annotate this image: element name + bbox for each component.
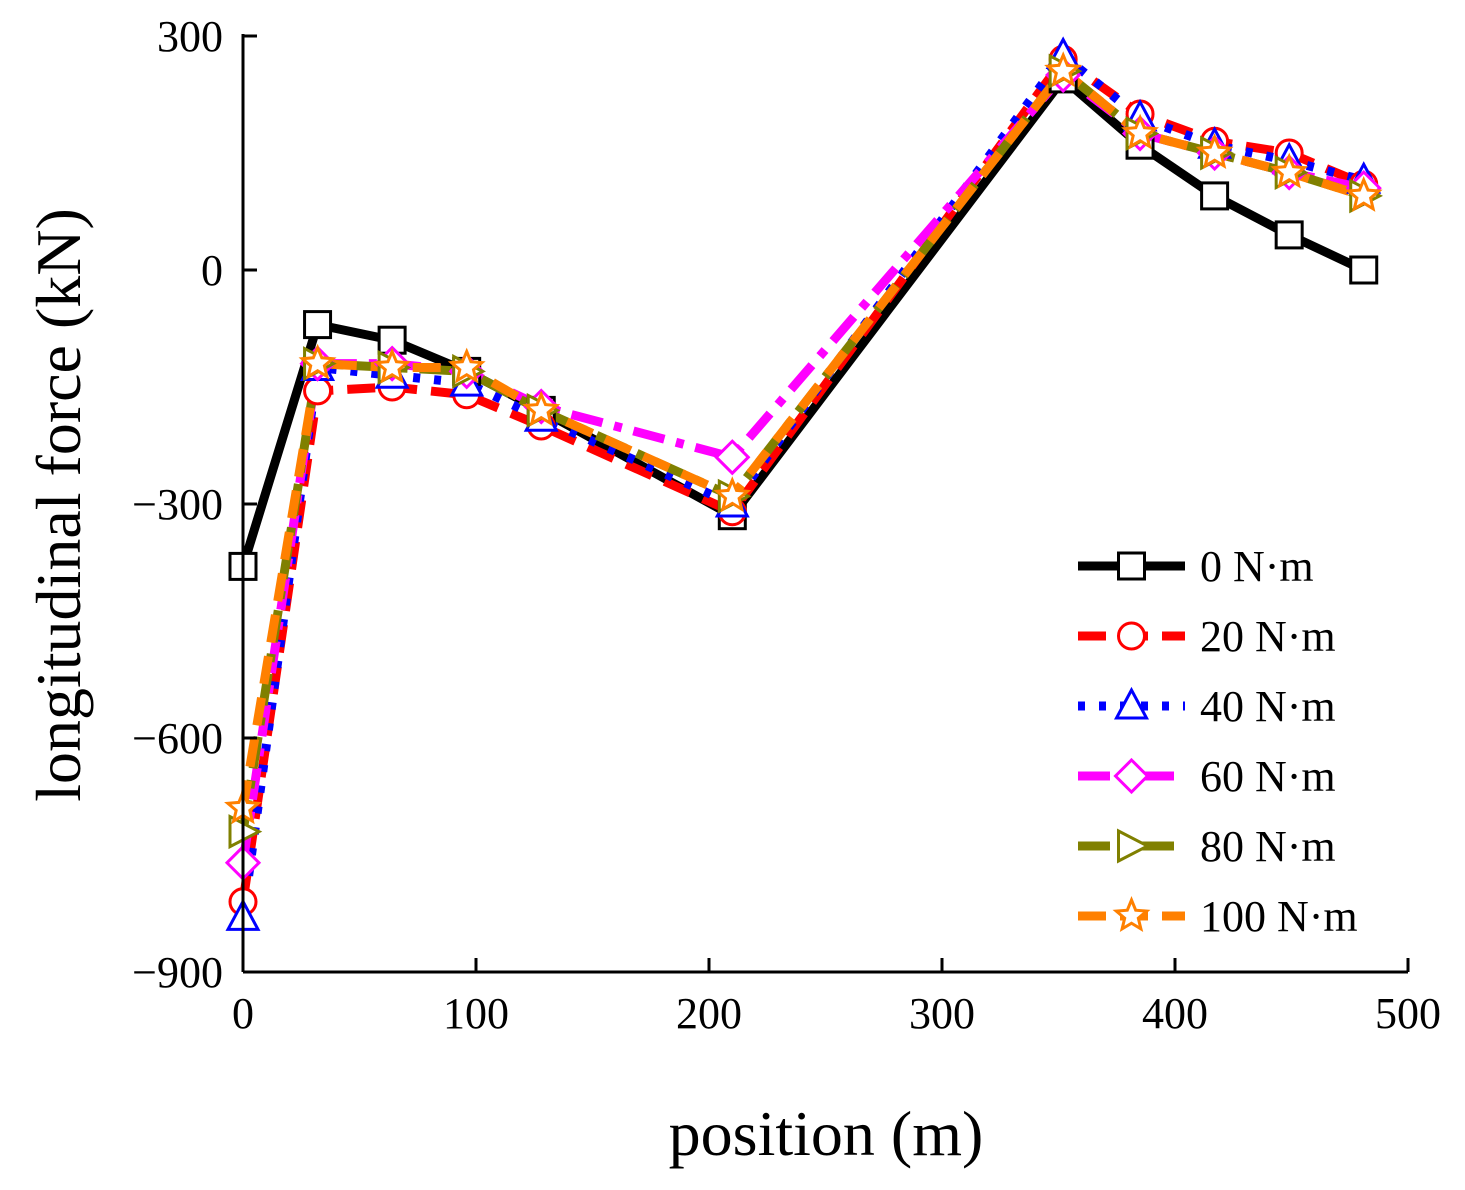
series-markers (224, 36, 1383, 931)
data-point-100-n-m (447, 347, 486, 384)
legend-label-80-n-m: 80 N·m (1200, 822, 1336, 871)
data-point-20-n-m (303, 376, 333, 406)
data-point-0-n-m (1349, 255, 1379, 285)
data-point-0-n-m (1200, 181, 1230, 211)
data-point-100-n-m (1270, 152, 1309, 189)
data-point-0-n-m (303, 310, 333, 340)
y-tick-label: −300 (132, 480, 223, 529)
legend: 0 N·m 20 N·m 40 N·m 60 N·m 80 N·m 100 N·m (1078, 542, 1358, 941)
data-point-100-n-m (373, 347, 412, 384)
data-point-100-n-m (1195, 133, 1234, 170)
legend-label-100-n-m: 100 N·m (1200, 892, 1358, 941)
x-axis-title: position (m) (669, 1098, 984, 1169)
x-tick-label: 500 (1375, 989, 1441, 1038)
y-axis-title: longitudinal force (kN) (23, 208, 94, 802)
data-point-100-n-m (298, 343, 337, 380)
data-point-100-n-m (522, 390, 561, 427)
y-tick-label: −900 (132, 948, 223, 997)
legend-marker-20-n-m (1117, 621, 1146, 651)
tick-labels: 0 100 200 300 400 500 300 0 −300 −600 −900 (132, 12, 1441, 1038)
data-point-60-n-m (714, 439, 751, 476)
y-tick-label: −600 (132, 714, 223, 763)
series-line-60-n-m (238, 70, 1365, 864)
x-tick-label: 200 (676, 989, 742, 1038)
y-tick-label: 0 (201, 246, 223, 295)
legend-label-20-n-m: 20 N·m (1200, 612, 1336, 661)
legend-label-40-n-m: 40 N·m (1200, 682, 1336, 731)
series-lines (238, 51, 1366, 919)
legend-marker-60-n-m (1113, 757, 1150, 795)
data-point-100-n-m (1121, 113, 1160, 150)
data-point-100-n-m (1344, 175, 1383, 212)
data-point-100-n-m (713, 476, 752, 513)
data-point-0-n-m (1274, 220, 1304, 250)
x-tick-label: 100 (443, 989, 509, 1038)
series-line-20-n-m (238, 54, 1366, 903)
legend-marker-40-n-m (1113, 686, 1150, 720)
x-tick-label: 0 (232, 989, 254, 1038)
legend-label-0-n-m: 0 N·m (1200, 542, 1314, 591)
legend-marker-80-n-m (1117, 828, 1151, 864)
legend-label-60-n-m: 60 N·m (1200, 752, 1336, 801)
y-tick-label: 300 (157, 12, 223, 61)
x-tick-label: 400 (1142, 989, 1208, 1038)
legend-marker-0-n-m (1117, 551, 1146, 581)
data-point-100-n-m (1044, 51, 1083, 88)
legend-marker-100-n-m (1112, 896, 1151, 933)
axes (241, 34, 1410, 974)
x-tick-label: 300 (909, 989, 975, 1038)
